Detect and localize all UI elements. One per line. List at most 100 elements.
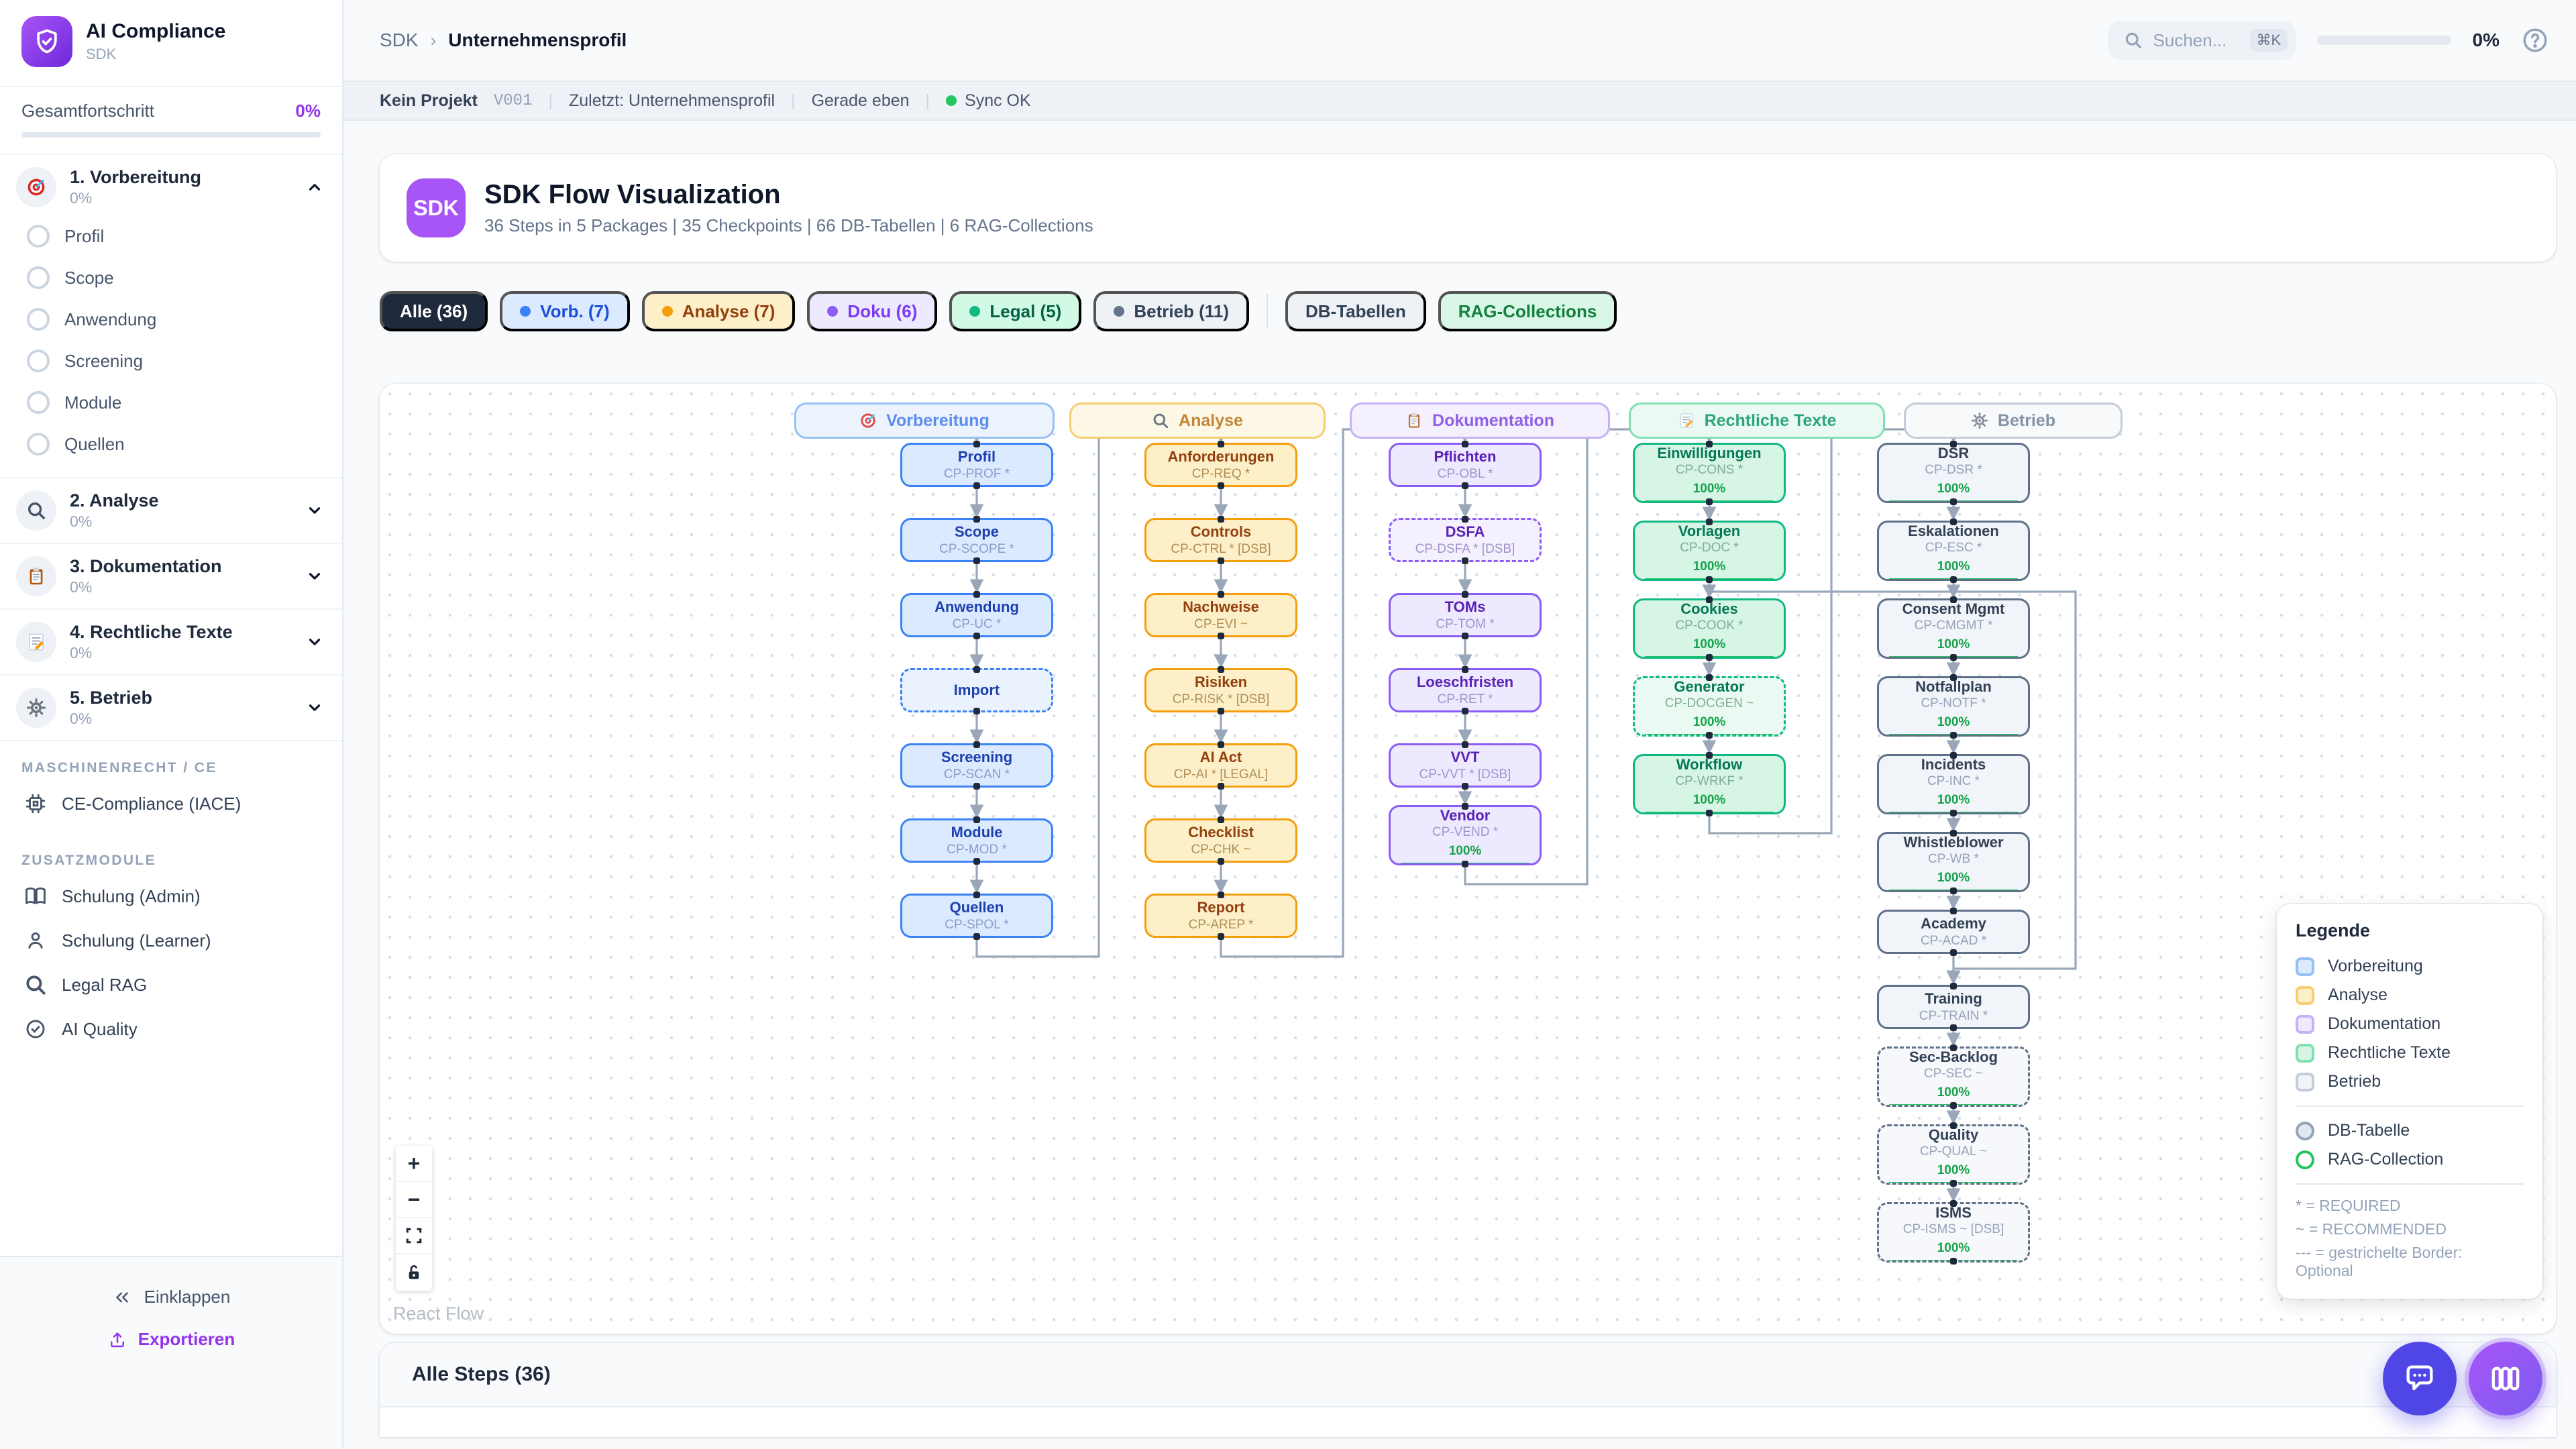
node-code: CP-WB * [1928,852,1979,867]
step-checkbox[interactable] [27,433,50,455]
sidebar-item-screening[interactable]: Screening [16,340,323,382]
columns-view-button[interactable] [2469,1342,2542,1415]
flow-node-vorlagen[interactable]: Vorlagen CP-DOC * 100% [1633,521,1786,581]
filter-chip-analyse-7-[interactable]: Analyse (7) [641,291,796,331]
flow-node-einwilligungen[interactable]: Einwilligungen CP-CONS * 100% [1633,443,1786,503]
flow-node-dsfa[interactable]: DSFA CP-DSFA * [DSB] [1389,518,1542,562]
node-progress-value: 100% [1937,715,1970,730]
flow-node-pflichten[interactable]: Pflichten CP-OBL * [1389,443,1542,487]
lock-toggle-button[interactable] [396,1254,432,1291]
flow-canvas[interactable]: Vorbereitung Profil CP-PROF * Scope CP-SCO… [380,384,2556,1334]
chat-button[interactable] [2383,1342,2457,1415]
sidebar-item-anwendung[interactable]: Anwendung [16,299,323,340]
export-button[interactable]: Exportieren [0,1316,342,1363]
flow-node-anwendung[interactable]: Anwendung CP-UC * [900,593,1053,637]
help-icon[interactable] [2521,26,2549,54]
flow-node-report[interactable]: Report CP-AREP * [1144,894,1297,938]
chip-divider [1266,294,1268,329]
group-header-betrieb[interactable]: Betrieb [1904,402,2123,439]
chip-label: Vorb. (7) [540,301,610,321]
step-checkbox[interactable] [27,266,50,289]
filter-chip-betrieb-11-[interactable]: Betrieb (11) [1093,291,1249,331]
flow-node-profil[interactable]: Profil CP-PROF * [900,443,1053,487]
node-title: Nachweise [1183,598,1259,616]
step-checkbox[interactable] [27,308,50,331]
flow-node-consent-mgmt[interactable]: Consent Mgmt CP-CMGMT * 100% [1877,598,2030,659]
sidebar-item-quellen[interactable]: Quellen [16,423,323,465]
flow-node-sec-backlog[interactable]: Sec-Backlog CP-SEC ~ 100% [1877,1046,2030,1107]
chevron-down-icon [306,568,323,585]
flow-node-workflow[interactable]: Workflow CP-WRKF * 100% [1633,754,1786,814]
group-header-vorbereitung[interactable]: Vorbereitung [794,402,1055,439]
module-label: Legal RAG [62,974,148,995]
flow-node-whistleblower[interactable]: Whistleblower CP-WB * 100% [1877,832,2030,892]
fit-view-button[interactable] [396,1218,432,1254]
sidebar-item-legal-rag[interactable]: Legal RAG [21,963,321,1007]
flow-node-dsr[interactable]: DSR CP-DSR * 100% [1877,443,2030,503]
flow-node-loeschfristen[interactable]: Loeschfristen CP-RET * [1389,668,1542,712]
group-header-analyse[interactable]: Analyse [1069,402,1326,439]
group-header-dokumentation[interactable]: Dokumentation [1350,402,1610,439]
node-title: Generator [1674,678,1745,695]
target-icon [16,167,56,207]
breadcrumb-root[interactable]: SDK [380,30,419,50]
content: SDK SDK Flow Visualization 36 Steps in 5… [343,121,2576,1449]
flow-node-risiken[interactable]: Risiken CP-RISK * [DSB] [1144,668,1297,712]
sidebar-section-toggle[interactable]: 4. Rechtliche Texte 0% [16,622,323,662]
search-box[interactable]: ⌘K [2107,21,2296,60]
flow-node-toms[interactable]: TOMs CP-TOM * [1389,593,1542,637]
step-checkbox[interactable] [27,350,50,372]
zoom-out-button[interactable]: − [396,1182,432,1218]
flow-node-training[interactable]: Training CP-TRAIN * [1877,985,2030,1029]
zoom-in-button[interactable]: + [396,1146,432,1182]
legend-item-analyse: Analyse [2296,981,2524,1010]
flow-node-quellen[interactable]: Quellen CP-SPOL * [900,894,1053,938]
filter-chip-rag-collections[interactable]: RAG-Collections [1438,291,1617,331]
legend-item-label: RAG-Collection [2328,1150,2444,1169]
flow-node-screening[interactable]: Screening CP-SCAN * [900,743,1053,788]
flow-node-ai-act[interactable]: AI Act CP-AI * [LEGAL] [1144,743,1297,788]
flow-node-vvt[interactable]: VVT CP-VVT * [DSB] [1389,743,1542,788]
reactflow-attribution[interactable]: React Flow [393,1303,484,1324]
user-icon [24,929,47,952]
sidebar-section-toggle[interactable]: 1. Vorbereitung 0% [16,167,323,207]
sidebar-item-profil[interactable]: Profil [16,215,323,257]
filter-chip-alle-36-[interactable]: Alle (36) [380,291,488,331]
flow-node-nachweise[interactable]: Nachweise CP-EVI ~ [1144,593,1297,637]
filter-chip-doku-6-[interactable]: Doku (6) [807,291,938,331]
sidebar-item-schulung-learner-[interactable]: Schulung (Learner) [21,918,321,963]
flow-node-notfallplan[interactable]: Notfallplan CP-NOTF * 100% [1877,676,2030,737]
sidebar-item-schulung-admin-[interactable]: Schulung (Admin) [21,874,321,918]
sidebar-section-toggle[interactable]: 2. Analyse 0% [16,490,323,531]
flow-node-quality[interactable]: Quality CP-QUAL ~ 100% [1877,1124,2030,1185]
flow-node-eskalationen[interactable]: Eskalationen CP-ESC * 100% [1877,521,2030,581]
step-checkbox[interactable] [27,225,50,248]
flow-node-cookies[interactable]: Cookies CP-COOK * 100% [1633,598,1786,659]
group-header-rechtliche-texte[interactable]: Rechtliche Texte [1629,402,1885,439]
step-checkbox[interactable] [27,391,50,414]
filter-chip-db-tabellen[interactable]: DB-Tabellen [1285,291,1426,331]
flow-node-module[interactable]: Module CP-MOD * [900,818,1053,863]
sidebar-section-toggle[interactable]: 5. Betrieb 0% [16,688,323,728]
filter-chip-legal-5-[interactable]: Legal (5) [949,291,1082,331]
flow-node-generator[interactable]: Generator CP-DOCGEN ~ 100% [1633,676,1786,737]
search-input[interactable] [2153,30,2239,51]
filter-chip-vorb-7-[interactable]: Vorb. (7) [500,291,630,331]
sidebar-item-ce-compliance[interactable]: CE-Compliance (IACE) [21,782,321,826]
flow-node-vendor[interactable]: Vendor CP-VEND * 100% [1389,805,1542,865]
flow-node-scope[interactable]: Scope CP-SCOPE * [900,518,1053,562]
sidebar-section-toggle[interactable]: 3. Dokumentation 0% [16,556,323,596]
sidebar-item-module[interactable]: Module [16,382,323,423]
collapse-sidebar-button[interactable]: Einklappen [0,1279,342,1316]
flow-node-isms[interactable]: ISMS CP-ISMS ~ [DSB] 100% [1877,1202,2030,1263]
flow-node-checklist[interactable]: Checklist CP-CHK ~ [1144,818,1297,863]
flow-node-incidents[interactable]: Incidents CP-INC * 100% [1877,754,2030,814]
node-progress-value: 100% [1937,637,1970,652]
sidebar-item-ai-quality[interactable]: AI Quality [21,1007,321,1051]
legend-note: --- = gestrichelte Border: Optional [2296,1244,2463,1279]
flow-node-academy[interactable]: Academy CP-ACAD * [1877,910,2030,954]
sidebar-item-scope[interactable]: Scope [16,257,323,299]
flow-node-import[interactable]: Import [900,668,1053,712]
flow-node-controls[interactable]: Controls CP-CTRL * [DSB] [1144,518,1297,562]
flow-node-anforderungen[interactable]: Anforderungen CP-REQ * [1144,443,1297,487]
